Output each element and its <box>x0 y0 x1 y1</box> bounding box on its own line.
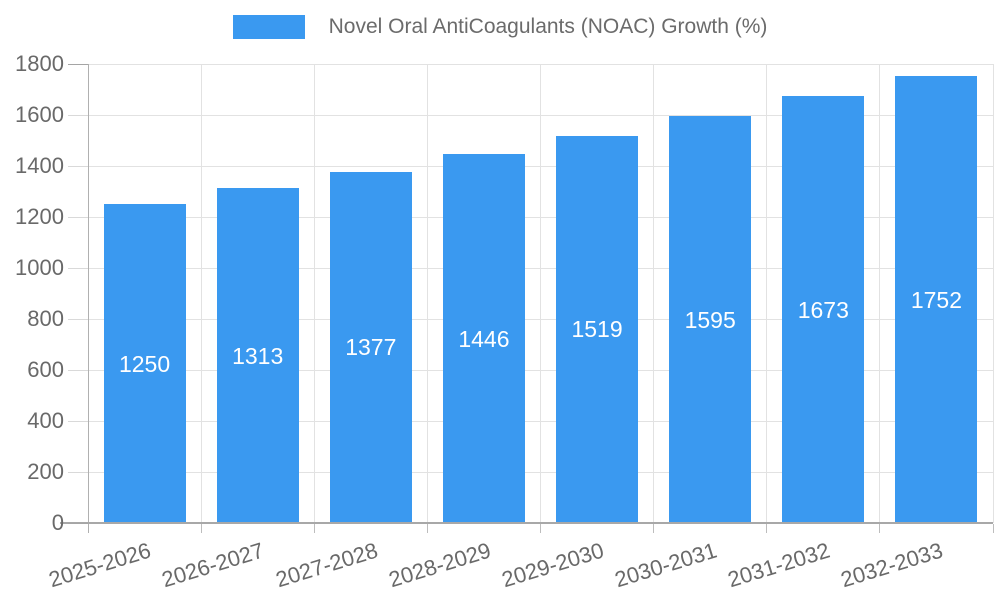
x-axis-category-label: 2028-2029 <box>385 537 494 593</box>
bar[interactable] <box>442 154 525 523</box>
gridline-vertical <box>766 64 768 523</box>
bar-value-label: 1446 <box>458 325 510 352</box>
gridline-vertical <box>992 64 994 523</box>
x-axis-category-label: 2025-2026 <box>46 537 155 593</box>
gridline-vertical <box>426 64 428 523</box>
legend-swatch-icon <box>232 15 305 39</box>
x-axis-category-label: 2026-2027 <box>159 537 268 593</box>
y-axis-tick <box>68 370 88 371</box>
x-axis-tick <box>879 524 881 533</box>
gridline-vertical <box>879 64 881 523</box>
x-axis-tick <box>766 524 768 533</box>
bar[interactable] <box>103 204 186 523</box>
y-axis-tick-label: 400 <box>27 408 64 433</box>
x-axis-category-label: 2030-2031 <box>611 537 720 593</box>
gridline-vertical <box>200 64 202 523</box>
bar[interactable] <box>895 76 978 523</box>
x-axis-category-label: 2029-2030 <box>498 537 607 593</box>
x-axis-tick <box>313 524 315 533</box>
y-axis-tick <box>68 523 88 524</box>
y-axis-tick-label: 800 <box>27 306 64 331</box>
bar-value-label: 1752 <box>910 286 963 313</box>
y-axis-tick-label: 600 <box>27 357 64 382</box>
x-axis-tick <box>653 524 655 533</box>
gridline-vertical <box>540 64 541 523</box>
bar[interactable] <box>556 135 639 523</box>
gridline-vertical <box>313 64 315 523</box>
plot-area: 1250 1313 1377 1446 1519 1595 1673 1752 <box>88 64 994 523</box>
bar[interactable] <box>669 116 752 523</box>
y-axis-tick-label: 1800 <box>15 51 64 76</box>
x-axis-category-label: 2031-2032 <box>724 537 833 593</box>
bar[interactable] <box>782 96 865 523</box>
legend-label: Novel Oral AntiCoagulants (NOAC) Growth … <box>328 15 768 38</box>
bar-value-label: 1250 <box>118 350 171 377</box>
gridline-vertical <box>653 64 655 523</box>
x-axis-tick <box>540 524 541 533</box>
y-axis-tick-label: 200 <box>27 459 64 484</box>
bar-value-label: 1377 <box>345 334 397 361</box>
y-axis-tick-label: 0 <box>51 510 64 535</box>
x-axis-tick <box>992 524 994 533</box>
x-axis-tick <box>200 524 202 533</box>
y-axis-tick <box>68 64 88 65</box>
y-axis-tick <box>68 115 88 116</box>
legend[interactable]: Novel Oral AntiCoagulants (NOAC) Growth … <box>0 15 1000 39</box>
bar[interactable] <box>216 188 299 523</box>
bar-value-label: 1313 <box>232 342 284 369</box>
y-axis-tick-label: 1200 <box>15 204 64 229</box>
y-axis-tick <box>68 421 88 422</box>
y-axis-tick <box>68 472 88 473</box>
x-axis-category-label: 2032-2033 <box>838 537 946 593</box>
bar[interactable] <box>329 171 412 523</box>
bar-value-label: 1595 <box>684 306 736 333</box>
bar-value-label: 1673 <box>797 296 849 323</box>
y-axis-tick-label: 1400 <box>15 153 64 178</box>
x-axis-tick <box>426 524 428 533</box>
y-axis-tick-label: 1600 <box>15 102 64 127</box>
y-axis-tick <box>68 319 88 320</box>
x-axis-category-label: 2027-2028 <box>272 537 381 593</box>
y-axis-tick <box>68 217 88 218</box>
y-axis-tick-label: 1000 <box>15 255 64 280</box>
bar-value-label: 1519 <box>571 316 623 343</box>
y-axis-tick <box>68 268 88 269</box>
y-axis-tick <box>68 166 88 167</box>
x-axis-baseline <box>60 522 993 524</box>
y-axis-line <box>88 64 89 533</box>
